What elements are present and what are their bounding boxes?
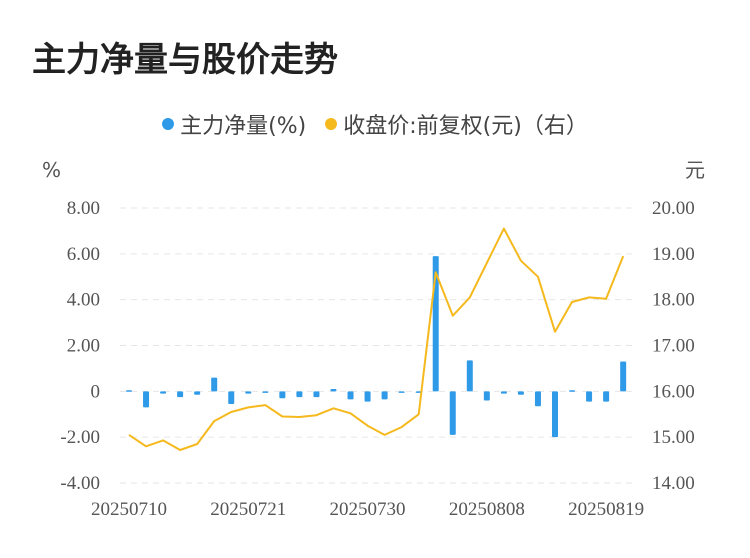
y-left-tick-label: 2.00 xyxy=(67,336,100,357)
legend-item-net-flow[interactable]: 主力净量(%) xyxy=(162,108,306,140)
bar xyxy=(126,390,132,392)
bar xyxy=(415,391,422,393)
bar xyxy=(245,391,252,394)
close-price-line xyxy=(128,227,625,451)
bar xyxy=(143,391,150,408)
y-left-tick-label: -4.00 xyxy=(60,473,100,494)
bar xyxy=(160,391,167,394)
bar xyxy=(211,377,218,392)
y-right-tick-label: 16.00 xyxy=(652,381,695,402)
y-left-tick-label: 6.00 xyxy=(67,244,100,265)
bar xyxy=(330,389,337,392)
y-right-tick-label: 15.00 xyxy=(652,427,695,448)
y-left-tick-label: 0 xyxy=(91,381,101,402)
y-right-tick-label: 18.00 xyxy=(652,290,695,311)
x-tick-label: 20250730 xyxy=(330,499,406,520)
x-tick-label: 20250819 xyxy=(568,499,644,520)
bar xyxy=(569,390,576,392)
bar xyxy=(500,391,507,394)
legend-item-close-price[interactable]: 收盘价:前复权(元)（右） xyxy=(325,108,588,140)
bar xyxy=(177,391,184,398)
y-left-tick-label: 8.00 xyxy=(67,198,100,219)
y-left-tick-label: 4.00 xyxy=(67,290,100,311)
x-tick-label: 20250721 xyxy=(210,499,286,520)
bar xyxy=(194,391,201,395)
bar xyxy=(449,391,456,435)
bar xyxy=(552,391,558,438)
x-tick-label: 20250710 xyxy=(91,499,167,520)
bar xyxy=(483,391,490,401)
bar xyxy=(586,391,593,402)
chart-title: 主力净量与股价走势 xyxy=(32,40,338,80)
bar xyxy=(466,360,473,392)
bar xyxy=(603,391,610,402)
legend-close-price-label: 收盘价:前复权(元)（右） xyxy=(343,114,588,139)
legend-net-flow-label: 主力净量(%) xyxy=(180,114,307,139)
bar xyxy=(381,391,388,400)
y-left-unit: % xyxy=(42,158,61,182)
bar xyxy=(364,391,371,402)
y-left-tick-label: -2.00 xyxy=(60,427,100,448)
y-right-unit: 元 xyxy=(685,158,705,182)
bar xyxy=(296,391,303,398)
bar xyxy=(347,391,354,400)
bar xyxy=(620,361,627,392)
bar xyxy=(534,391,541,407)
x-tick-label: 20250808 xyxy=(449,499,525,520)
y-right-tick-label: 14.00 xyxy=(652,473,695,494)
bar xyxy=(279,391,286,399)
bar xyxy=(398,391,405,393)
legend-line-marker xyxy=(325,118,338,130)
bar xyxy=(313,391,320,398)
y-right-tick-label: 19.00 xyxy=(652,244,695,265)
y-right-tick-label: 20.00 xyxy=(652,198,695,219)
bar xyxy=(228,391,235,404)
legend: 主力净量(%) 收盘价:前复权(元)（右） xyxy=(0,108,750,140)
bar xyxy=(262,391,269,393)
legend-bar-marker xyxy=(162,118,175,130)
y-right-tick-label: 17.00 xyxy=(652,336,695,357)
bar xyxy=(517,391,524,395)
